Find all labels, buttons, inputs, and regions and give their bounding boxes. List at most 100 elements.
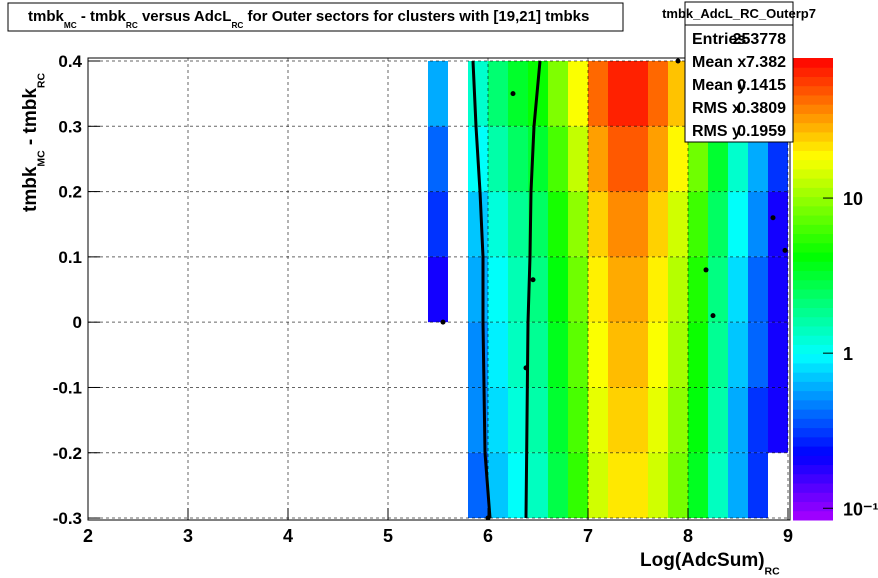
heat-cell bbox=[508, 256, 528, 323]
heat-cell bbox=[428, 61, 448, 127]
heat-cell bbox=[688, 126, 708, 192]
heat-cell bbox=[568, 61, 588, 127]
heat-cell bbox=[648, 61, 668, 127]
color-bar-step bbox=[793, 510, 833, 521]
stats-key: RMS y bbox=[692, 123, 741, 140]
color-bar-step bbox=[793, 122, 833, 133]
heat-cell bbox=[648, 452, 668, 519]
heat-cell bbox=[648, 322, 668, 388]
heat-cell bbox=[708, 452, 728, 519]
heat-cell bbox=[648, 126, 668, 192]
z-tick-label: 10 bbox=[843, 189, 863, 209]
y-axis-label-sub: MC bbox=[37, 150, 48, 167]
heat-cell bbox=[608, 322, 628, 388]
heat-cell bbox=[608, 191, 628, 257]
heat-cell bbox=[708, 191, 728, 257]
heat-cell bbox=[608, 256, 628, 323]
heatmap bbox=[428, 61, 788, 519]
heat-cell bbox=[548, 387, 568, 453]
heat-cell bbox=[568, 322, 588, 388]
heat-cell bbox=[488, 126, 508, 192]
profile-point bbox=[675, 58, 681, 64]
x-tick-label: 9 bbox=[783, 526, 793, 546]
color-bar-step bbox=[793, 335, 833, 345]
color-bar-step bbox=[793, 279, 833, 290]
heat-cell bbox=[548, 191, 568, 257]
stats-value: 7.382 bbox=[746, 54, 786, 71]
color-bar-step bbox=[793, 104, 833, 114]
x-tick-label: 4 bbox=[283, 526, 293, 546]
color-bar-step bbox=[793, 261, 833, 272]
stats-key: Mean y bbox=[692, 77, 746, 94]
color-bar-step bbox=[793, 270, 833, 281]
heat-cell bbox=[668, 61, 688, 127]
heat-cell bbox=[668, 452, 688, 519]
heat-cell bbox=[708, 256, 728, 323]
profile-point bbox=[703, 267, 709, 273]
y-tick-label: -0.1 bbox=[53, 378, 82, 397]
heat-cell bbox=[648, 387, 668, 453]
heat-cell bbox=[488, 322, 508, 388]
heat-cell bbox=[768, 322, 788, 388]
color-bar-step bbox=[793, 307, 833, 318]
heat-cell bbox=[628, 256, 648, 323]
color-bar-step bbox=[793, 298, 833, 308]
profile-point bbox=[510, 91, 516, 97]
chart-title-part: tmbk bbox=[28, 8, 64, 25]
profile-point bbox=[782, 247, 788, 253]
color-bar-step bbox=[793, 455, 833, 466]
color-bar-step bbox=[793, 224, 833, 235]
heat-cell bbox=[528, 387, 548, 453]
color-bar-step bbox=[793, 58, 833, 68]
heat-cell bbox=[688, 452, 708, 519]
heat-cell bbox=[508, 61, 528, 127]
chart-title: tmbkMC - tmbkRC versus AdcLRC for Outer … bbox=[28, 8, 589, 30]
color-bar-step bbox=[793, 150, 833, 161]
color-bar-step bbox=[793, 215, 833, 225]
heat-cell bbox=[608, 387, 628, 453]
color-bar-step bbox=[793, 168, 833, 179]
heat-cell bbox=[708, 126, 728, 192]
heat-cell bbox=[648, 256, 668, 323]
heat-cell bbox=[628, 452, 648, 519]
heat-cell bbox=[628, 126, 648, 192]
stats-name: tmbk_AdcL_RC_Outerp7 bbox=[662, 6, 816, 21]
heat-cell bbox=[548, 61, 568, 127]
heat-cell bbox=[428, 191, 448, 257]
color-bar-step bbox=[793, 473, 833, 484]
color-bar-step bbox=[793, 362, 833, 373]
heat-cell bbox=[768, 191, 788, 257]
y-axis-label: tmbkMC - tmbkRC bbox=[20, 73, 48, 212]
chart-title-part: for Outer sectors for clusters with [19,… bbox=[243, 8, 589, 25]
color-bar-step bbox=[793, 289, 833, 299]
color-bar-step bbox=[793, 436, 833, 447]
heat-cell bbox=[528, 322, 548, 388]
profile-curve bbox=[471, 60, 492, 519]
y-tick-label: -0.2 bbox=[53, 444, 82, 463]
profile-point bbox=[485, 515, 491, 521]
heat-cell bbox=[768, 126, 788, 192]
heat-cell bbox=[748, 452, 768, 519]
heat-cell bbox=[588, 256, 608, 323]
heat-cell bbox=[668, 322, 688, 388]
heat-cell bbox=[428, 256, 448, 323]
color-bar-step bbox=[793, 159, 833, 170]
heat-cell bbox=[668, 191, 688, 257]
heat-cell bbox=[488, 387, 508, 453]
heat-cell bbox=[708, 322, 728, 388]
color-bar-step bbox=[793, 390, 833, 401]
heat-cell bbox=[728, 126, 748, 192]
stats-key: RMS x bbox=[692, 100, 741, 117]
chart-title-sub: RC bbox=[231, 21, 243, 30]
y-tick-label: 0 bbox=[73, 313, 82, 332]
color-bar-step bbox=[793, 492, 833, 503]
heat-cell bbox=[488, 256, 508, 323]
heat-cell bbox=[728, 256, 748, 323]
stats-value: 0.1959 bbox=[737, 123, 786, 140]
x-tick-label: 7 bbox=[583, 526, 593, 546]
x-tick-label: 8 bbox=[683, 526, 693, 546]
x-axis-label: Log(AdcSum)RC bbox=[640, 550, 780, 578]
y-axis-label-sub: RC bbox=[37, 73, 48, 89]
x-tick-label: 5 bbox=[383, 526, 393, 546]
